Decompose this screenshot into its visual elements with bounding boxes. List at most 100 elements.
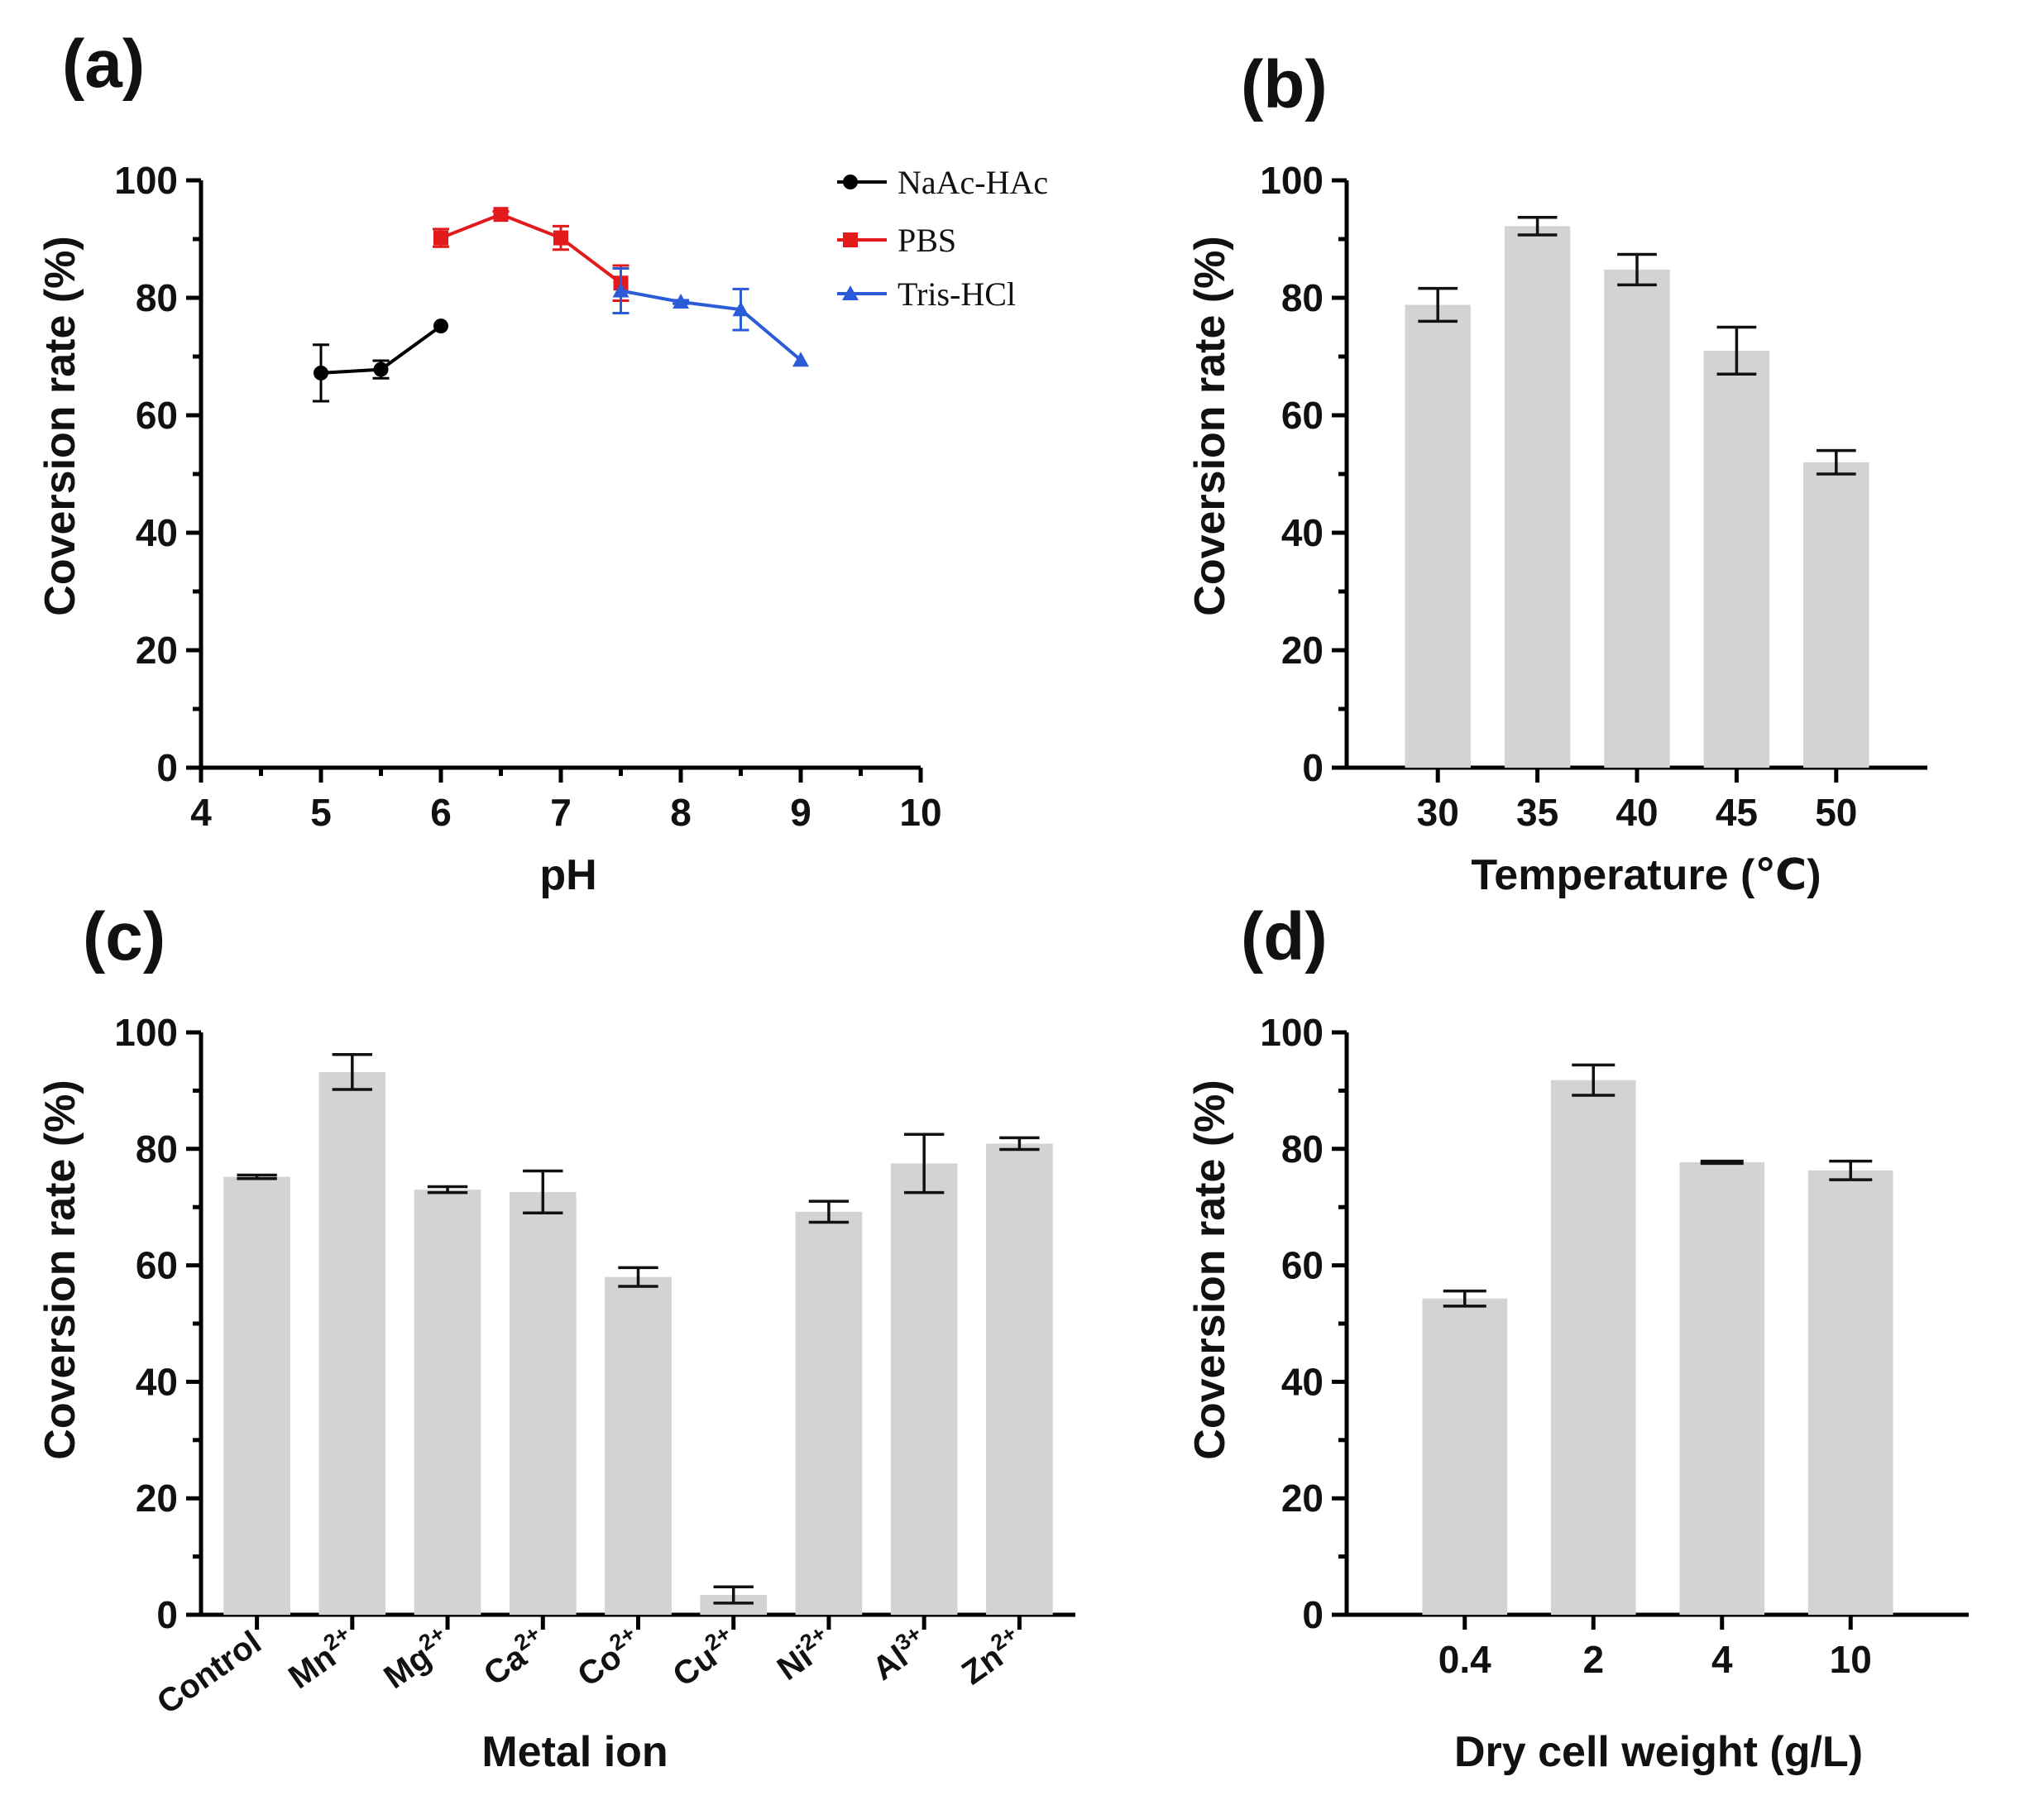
panel-c-bar-chart: 0 20 40 60 80 100 Control Mn2+Mg2+Ca2+Co2+Cu2+ N… bbox=[114, 1011, 1075, 1721]
panel-d-ytick-label: 0 bbox=[1302, 1593, 1324, 1636]
panel-c-ytick-label: 100 bbox=[114, 1011, 178, 1054]
data-point-pbs bbox=[553, 230, 568, 246]
panel-d-xtick-label: 0.4 bbox=[1438, 1638, 1491, 1681]
panel-b-bar bbox=[1703, 350, 1770, 768]
panel-d-bar bbox=[1550, 1080, 1636, 1615]
panel-b-xtick-label: 30 bbox=[1417, 791, 1459, 834]
panel-d-xtick-label: 10 bbox=[1830, 1638, 1872, 1681]
panel-d-xtick-label: 2 bbox=[1582, 1638, 1604, 1681]
panel-c-ytick-label: 20 bbox=[136, 1477, 178, 1520]
panel-d-xlabel: Dry cell weight (g/L) bbox=[1454, 1728, 1863, 1776]
panel-b-xtick-label: 40 bbox=[1616, 791, 1658, 834]
panel-c-xtick-label: Mn2+ bbox=[280, 1621, 363, 1696]
series-line-tris-hcl bbox=[620, 289, 802, 362]
panel-b-bar bbox=[1604, 269, 1670, 768]
panel-c-ytick-label: 0 bbox=[156, 1593, 178, 1636]
panel-c-xtick-label: Control bbox=[151, 1624, 268, 1721]
panel-c-xtick-label: Ca2+ bbox=[475, 1621, 553, 1693]
panel-a-ytick-label: 60 bbox=[136, 394, 178, 437]
panel-b-xtick-label: 35 bbox=[1516, 791, 1558, 834]
panel-b-bar bbox=[1803, 462, 1869, 768]
panel-c-bar bbox=[890, 1163, 958, 1615]
panel-a-xtick-label: 4 bbox=[190, 791, 212, 834]
panel-b-ytick-label: 60 bbox=[1281, 394, 1324, 437]
panel-c-bar bbox=[318, 1071, 386, 1615]
panel-c-bar bbox=[986, 1143, 1053, 1615]
panel-c-ytick-label: 80 bbox=[136, 1128, 178, 1171]
panel-a-xtick-label: 5 bbox=[310, 791, 332, 834]
panel-b-ytick-label: 80 bbox=[1281, 276, 1324, 319]
data-point-tris-hcl bbox=[732, 301, 749, 317]
panel-c-bar bbox=[509, 1191, 577, 1615]
panel-d-bar-chart: 0 20 40 60 80 100 0.4 2 4 10 bbox=[1260, 1011, 1969, 1681]
panel-c-ytick-label: 60 bbox=[136, 1244, 178, 1287]
panel-c-bar bbox=[700, 1595, 768, 1615]
panel-d-ytick-label: 20 bbox=[1281, 1477, 1324, 1520]
panel-d-bar bbox=[1679, 1161, 1765, 1615]
panel-d-ytick-label: 40 bbox=[1281, 1360, 1324, 1403]
panel-b-xtick-label: 45 bbox=[1716, 791, 1758, 834]
panel-c-xtick-label: Zn2+ bbox=[953, 1621, 1030, 1692]
panel-a-ytick-label: 0 bbox=[156, 746, 178, 789]
panel-a-legend: NaAc-HAc PBS Tris-HCl bbox=[837, 164, 1048, 313]
panel-a-ytick-label: 40 bbox=[136, 511, 178, 554]
panel-a-ytick-label: 100 bbox=[114, 159, 178, 202]
panel-c-letter: (c) bbox=[83, 899, 165, 974]
panel-b-ytick-label: 40 bbox=[1281, 511, 1324, 554]
panel-b-letter: (b) bbox=[1241, 47, 1328, 122]
legend-marker-tris bbox=[842, 285, 859, 300]
panel-c-bar bbox=[223, 1176, 290, 1615]
data-point-pbs bbox=[493, 207, 509, 223]
panel-c-xtick-label: Mg2+ bbox=[376, 1621, 459, 1696]
panel-a-xtick-label: 7 bbox=[550, 791, 572, 834]
panel-c-ytick-label: 40 bbox=[136, 1360, 178, 1403]
panel-c-xtick-label: Co2+ bbox=[569, 1621, 649, 1693]
panel-a-xtick-label: 8 bbox=[670, 791, 692, 834]
panel-a-ytick-label: 80 bbox=[136, 276, 178, 319]
panel-b-ytick-label: 0 bbox=[1302, 746, 1324, 789]
data-point-tris-hcl bbox=[792, 352, 809, 367]
panel-d-bar bbox=[1807, 1170, 1893, 1615]
panel-a-xtick-label: 6 bbox=[430, 791, 452, 834]
panel-b-xlabel: Temperature (℃) bbox=[1471, 851, 1821, 899]
panel-a-letter: (a) bbox=[62, 26, 145, 102]
legend-label-tris: Tris-HCl bbox=[898, 275, 1016, 313]
panel-a-line-chart: 0 20 40 60 80 100 4 5 6 7 8 9 10 bbox=[114, 159, 941, 834]
panel-c-xlabel: Metal ion bbox=[481, 1728, 668, 1776]
panel-b-bar bbox=[1405, 304, 1471, 768]
data-point-pbs bbox=[433, 230, 448, 246]
legend-marker-pbs bbox=[843, 232, 858, 247]
data-point-naac-hac bbox=[373, 362, 389, 377]
panel-a-xtick-label: 9 bbox=[790, 791, 811, 834]
panel-d-ylabel: Coversion rate (%) bbox=[1186, 1080, 1234, 1459]
panel-d-bar bbox=[1422, 1298, 1508, 1615]
legend-label-pbs: PBS bbox=[898, 222, 956, 259]
data-point-naac-hac bbox=[314, 365, 328, 381]
series-line-pbs bbox=[440, 213, 622, 285]
panel-d-ytick-label: 100 bbox=[1260, 1011, 1324, 1054]
panel-c-bar bbox=[605, 1276, 672, 1615]
panel-c-ylabel: Coversion rate (%) bbox=[36, 1080, 84, 1459]
panel-c-xtick-label: Cu2+ bbox=[664, 1621, 744, 1693]
panel-c-bar bbox=[414, 1190, 481, 1615]
panel-a-xtick-label: 10 bbox=[899, 791, 941, 834]
panel-a-ylabel: Coversion rate (%) bbox=[36, 236, 84, 615]
panel-a-xlabel: pH bbox=[539, 851, 596, 899]
data-point-tris-hcl bbox=[612, 282, 629, 298]
legend-marker-naac bbox=[843, 175, 858, 189]
panel-d-ytick-label: 60 bbox=[1281, 1244, 1324, 1287]
data-point-tris-hcl bbox=[673, 293, 689, 309]
panel-b-xtick-label: 50 bbox=[1815, 791, 1857, 834]
legend-label-naac: NaAc-HAc bbox=[898, 164, 1048, 201]
panel-c-xtick-label: Al3+ bbox=[864, 1621, 935, 1688]
panel-d-ytick-label: 80 bbox=[1281, 1128, 1324, 1171]
panel-a-ytick-label: 20 bbox=[136, 629, 178, 672]
panel-b-ytick-label: 20 bbox=[1281, 629, 1324, 672]
panel-b-bar-chart: 0 20 40 60 80 100 30 35 40 45 50 bbox=[1260, 159, 1927, 834]
panel-b-bar bbox=[1504, 226, 1571, 768]
data-point-naac-hac bbox=[433, 318, 448, 334]
panel-b-ylabel: Coversion rate (%) bbox=[1186, 236, 1234, 615]
panel-d-letter: (d) bbox=[1241, 899, 1328, 974]
panel-b-ytick-label: 100 bbox=[1260, 159, 1324, 202]
